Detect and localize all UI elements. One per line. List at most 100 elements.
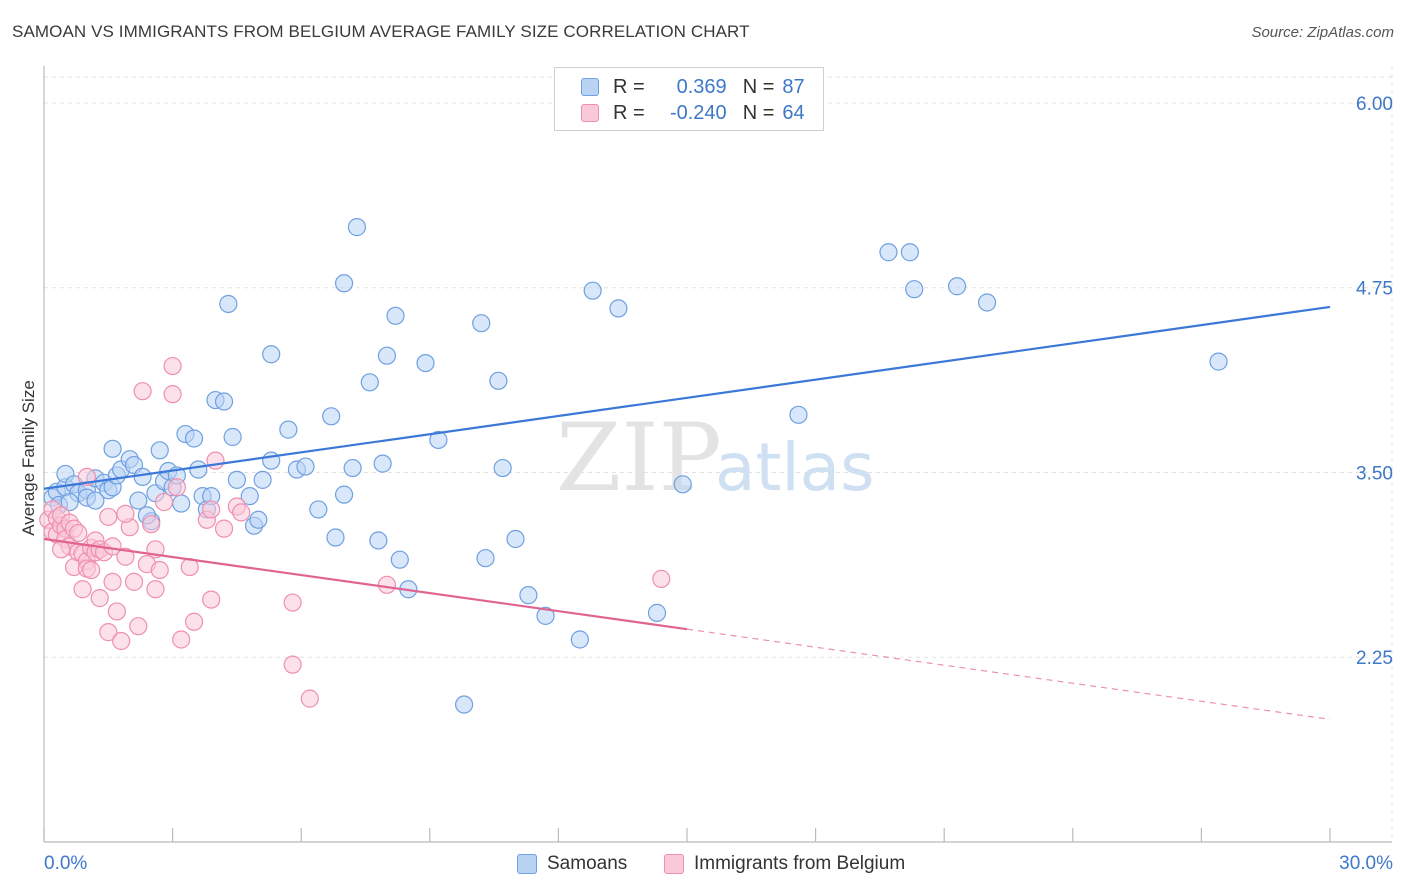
legend-swatch-belgium bbox=[581, 104, 599, 122]
bottom-legend-label-belgium: Immigrants from Belgium bbox=[694, 853, 906, 874]
legend-n-value: 87 bbox=[782, 75, 805, 98]
point-samoans bbox=[905, 280, 924, 299]
x-tick-label: 30.0% bbox=[1339, 853, 1393, 874]
legend-r-value: 0.369 bbox=[676, 75, 727, 98]
point-samoans bbox=[227, 470, 246, 489]
point-samoans bbox=[900, 243, 920, 262]
point-samoans bbox=[977, 293, 997, 312]
bottom-legend-swatch-belgium bbox=[664, 854, 684, 874]
point-samoans bbox=[879, 243, 898, 262]
legend-n-label: N = bbox=[742, 75, 775, 98]
point-belgium bbox=[69, 523, 88, 543]
point-belgium bbox=[377, 575, 397, 594]
watermark-atlas: atlas bbox=[715, 429, 875, 506]
point-samoans bbox=[253, 470, 272, 489]
points bbox=[39, 218, 1228, 714]
point-belgium bbox=[116, 504, 135, 523]
point-belgium bbox=[112, 631, 131, 651]
point-samoans bbox=[309, 500, 328, 519]
bottom-legend-label-samoans: Samoans bbox=[547, 853, 628, 874]
point-belgium bbox=[652, 569, 671, 588]
y-tick-label: 3.50 bbox=[1356, 463, 1393, 484]
point-belgium bbox=[82, 560, 101, 580]
gridlines bbox=[44, 66, 1393, 842]
point-samoans bbox=[609, 299, 628, 318]
point-samoans bbox=[240, 487, 259, 506]
point-samoans bbox=[373, 454, 392, 473]
point-samoans bbox=[296, 457, 315, 476]
point-samoans bbox=[184, 429, 204, 448]
point-samoans bbox=[189, 460, 208, 479]
point-belgium bbox=[167, 478, 186, 497]
trend-line-samoans bbox=[43, 305, 1331, 490]
point-belgium bbox=[154, 492, 174, 512]
point-samoans bbox=[789, 405, 808, 424]
x-tick-label: 0.0% bbox=[44, 853, 87, 874]
trend-line-belgium bbox=[43, 537, 688, 631]
point-samoans bbox=[334, 485, 354, 504]
point-samoans bbox=[947, 277, 967, 296]
point-belgium bbox=[146, 580, 165, 599]
bottom-legend-samoans: Samoans bbox=[517, 852, 627, 876]
point-belgium bbox=[99, 623, 118, 642]
legend-row-belgium: R = -0.240 N = 64 bbox=[581, 100, 805, 126]
point-samoans bbox=[347, 218, 367, 237]
y-axis-label: Average Family Size bbox=[19, 380, 38, 536]
point-belgium bbox=[129, 617, 148, 636]
point-samoans bbox=[326, 528, 345, 547]
point-samoans bbox=[334, 274, 354, 293]
point-samoans bbox=[673, 475, 692, 494]
point-belgium bbox=[52, 540, 71, 559]
point-samoans bbox=[219, 294, 238, 314]
legend-r-label: R = bbox=[613, 101, 645, 124]
watermark: ZIP atlas bbox=[556, 404, 875, 513]
point-samoans bbox=[172, 494, 191, 513]
point-samoans bbox=[129, 491, 148, 510]
point-samoans bbox=[493, 458, 512, 478]
point-belgium bbox=[172, 630, 191, 649]
point-samoans bbox=[429, 430, 448, 450]
axes bbox=[43, 66, 1392, 843]
point-samoans bbox=[390, 550, 409, 569]
point-belgium bbox=[103, 572, 122, 591]
watermark-zip: ZIP bbox=[556, 404, 722, 513]
point-belgium bbox=[99, 507, 118, 526]
point-belgium bbox=[163, 385, 182, 404]
point-samoans bbox=[416, 353, 435, 373]
point-samoans bbox=[262, 345, 281, 364]
point-samoans bbox=[519, 586, 538, 605]
point-belgium bbox=[214, 519, 234, 538]
point-samoans bbox=[150, 441, 169, 460]
legend-n-label: N = bbox=[742, 101, 775, 124]
y-tick-label: 4.75 bbox=[1356, 279, 1393, 300]
point-belgium bbox=[232, 503, 251, 522]
point-belgium bbox=[206, 451, 225, 470]
point-belgium bbox=[202, 500, 221, 519]
legend-r-value: -0.240 bbox=[669, 101, 727, 124]
point-samoans bbox=[133, 467, 152, 487]
point-belgium bbox=[150, 560, 169, 580]
point-samoans bbox=[647, 603, 667, 622]
series-belgium bbox=[39, 356, 671, 708]
point-samoans bbox=[489, 371, 508, 390]
point-belgium bbox=[283, 593, 302, 612]
point-belgium bbox=[163, 356, 182, 376]
point-samoans bbox=[279, 420, 298, 439]
point-belgium bbox=[300, 689, 319, 708]
point-samoans bbox=[476, 549, 495, 568]
point-belgium bbox=[90, 589, 109, 608]
point-samoans bbox=[454, 695, 474, 714]
point-samoans bbox=[360, 373, 379, 392]
correlation-legend: R = 0.369 N = 87 R = -0.240 N = 64 bbox=[554, 67, 824, 131]
point-belgium bbox=[142, 515, 161, 534]
point-samoans bbox=[506, 529, 525, 549]
point-samoans bbox=[570, 630, 589, 649]
point-samoans bbox=[343, 458, 362, 478]
point-samoans bbox=[103, 439, 122, 458]
point-samoans bbox=[249, 510, 268, 529]
tick-labels: 2.25 3.50 4.75 6.00 0.0% 30.0% bbox=[44, 94, 1393, 874]
legend-r-label: R = bbox=[613, 75, 645, 98]
point-samoans bbox=[214, 392, 234, 411]
trend-lines bbox=[43, 305, 1331, 720]
